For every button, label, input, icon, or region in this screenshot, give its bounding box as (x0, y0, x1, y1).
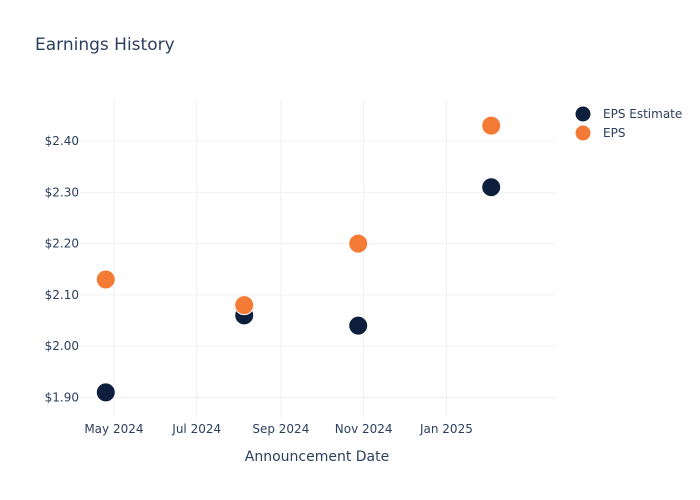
legend-marker-icon (574, 105, 592, 123)
y-tick-label: $2.00 (45, 339, 79, 353)
data-point[interactable] (234, 295, 255, 316)
y-axis-ticks: $1.90 $2.00 $2.10 $2.20 $2.30 $2.40 (45, 134, 79, 404)
data-point[interactable] (481, 115, 502, 136)
legend-item[interactable]: EPS (574, 124, 625, 142)
x-tick-label: Sep 2024 (252, 422, 309, 436)
legend-item[interactable]: EPS Estimate (574, 105, 682, 123)
y-tick-label: $2.40 (45, 134, 79, 148)
legend-marker-icon (574, 124, 592, 142)
y-tick-label: $2.10 (45, 288, 79, 302)
data-point[interactable] (348, 315, 369, 336)
y-tick-label: $2.20 (45, 237, 79, 251)
legend-label: EPS Estimate (603, 107, 682, 121)
x-axis-title: Announcement Date (245, 449, 389, 465)
data-point[interactable] (481, 177, 502, 198)
legend-label: EPS (603, 126, 625, 140)
grid (80, 100, 555, 418)
series-eps (95, 115, 502, 316)
x-tick-label: May 2024 (84, 422, 143, 436)
data-point[interactable] (95, 269, 116, 290)
y-tick-label: $1.90 (45, 390, 79, 404)
x-tick-label: Jan 2025 (419, 422, 473, 436)
x-tick-label: Jul 2024 (171, 422, 221, 436)
data-points (95, 115, 502, 403)
data-point[interactable] (348, 233, 369, 254)
data-point[interactable] (95, 382, 116, 403)
series-eps-estimate (95, 177, 502, 403)
chart-title: Earnings History (35, 35, 175, 55)
x-tick-label: Nov 2024 (335, 422, 393, 436)
legend[interactable]: EPS Estimate EPS (574, 105, 682, 142)
y-tick-label: $2.30 (45, 185, 79, 199)
x-axis-ticks: May 2024 Jul 2024 Sep 2024 Nov 2024 Jan 2025 (84, 422, 473, 436)
